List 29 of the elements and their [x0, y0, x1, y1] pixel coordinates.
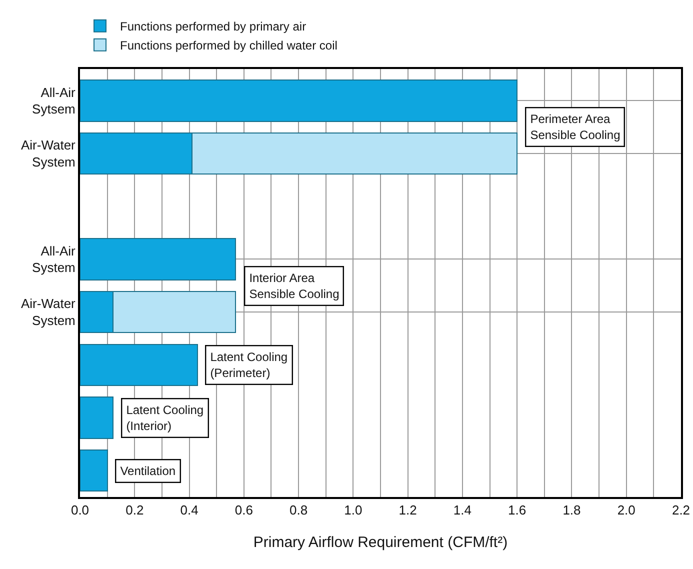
- y-tick-label: Air-Water System: [20, 296, 76, 328]
- x-tick-label: 2.2: [672, 502, 690, 518]
- x-tick-label: 1.6: [508, 502, 526, 518]
- bar: [80, 396, 114, 439]
- y-tick-label: All-Air System: [32, 243, 76, 276]
- legend-label: Functions performed by primary air: [120, 20, 306, 34]
- annotation: Interior Area Sensible Cooling: [249, 271, 340, 301]
- x-tick-label: 1.4: [453, 502, 472, 518]
- x-tick-label: 2.0: [617, 502, 636, 518]
- annotation: Perimeter Area Sensible Cooling: [530, 112, 620, 142]
- x-tick-label: 1.2: [398, 502, 417, 518]
- x-tick-label: 1.8: [562, 502, 581, 518]
- x-tick-label: 0.6: [234, 502, 253, 518]
- x-tick-label: 0.4: [180, 502, 198, 518]
- legend-label: Functions performed by chilled water coil: [120, 38, 338, 53]
- bar: [80, 238, 236, 280]
- x-tick-label: 0.2: [126, 502, 144, 518]
- y-tick-label: All-Air Sytsem: [32, 84, 76, 117]
- annotation: Ventilation: [120, 464, 176, 478]
- x-tick-label: 0.8: [290, 502, 308, 518]
- x-axis-title: Primary Airflow Requirement (CFM/ft²): [253, 534, 508, 552]
- annotation: Latent Cooling (Interior): [126, 403, 204, 433]
- bar: [80, 344, 198, 386]
- x-tick-label: 1.0: [344, 502, 362, 518]
- annotation: Latent Cooling (Perimeter): [210, 350, 288, 380]
- y-tick-label: Air-Water System: [20, 138, 76, 170]
- bar: [80, 449, 108, 492]
- x-tick-label: 0.0: [70, 502, 90, 518]
- bar: [80, 80, 518, 122]
